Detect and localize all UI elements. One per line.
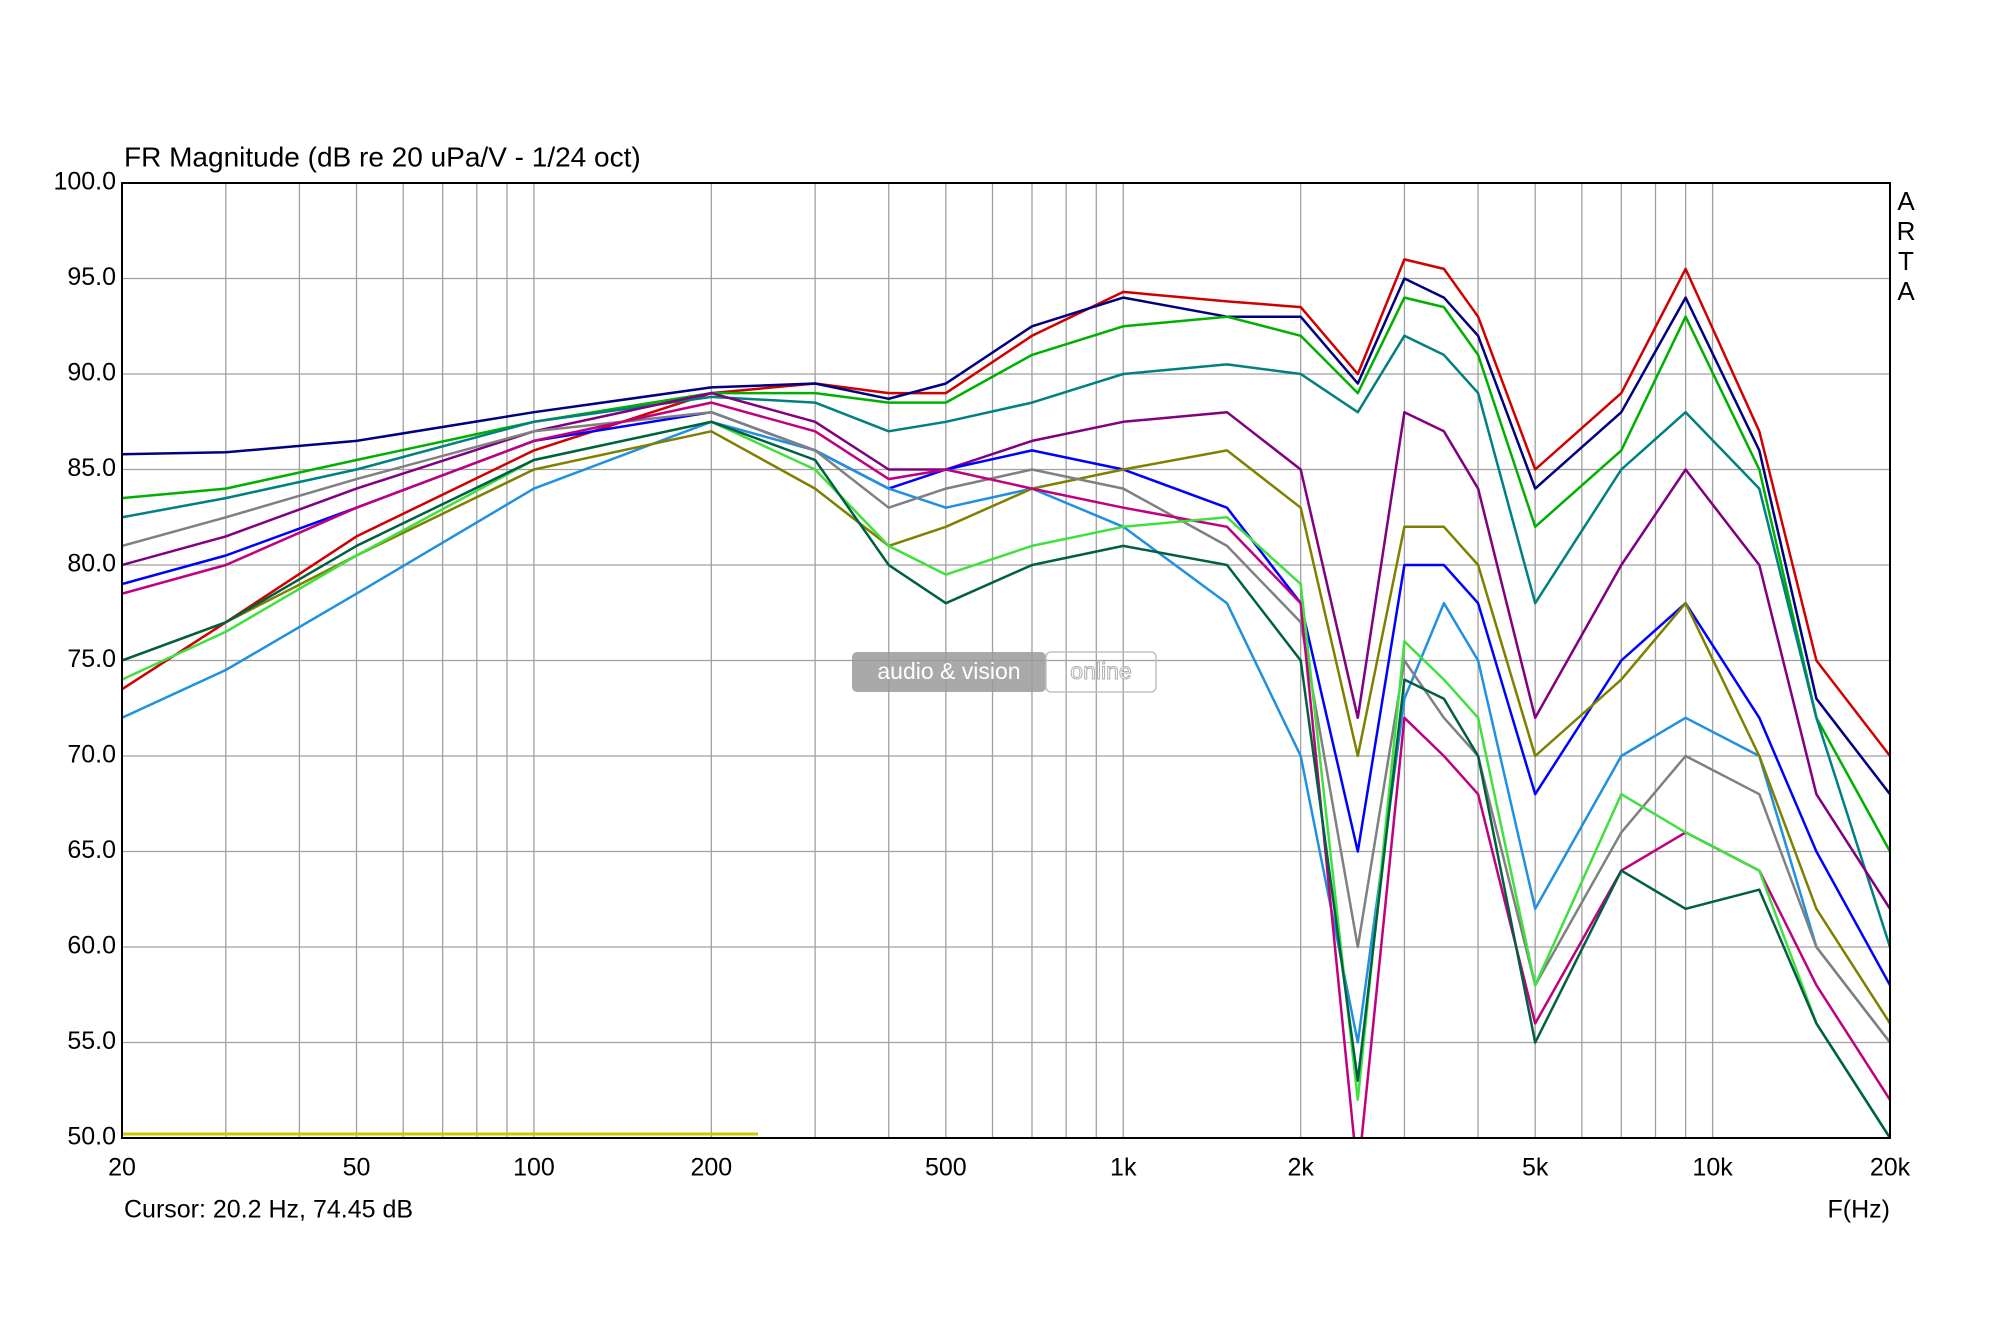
series-line [122, 420, 1890, 1044]
watermark-text: audio & vision [877, 658, 1020, 684]
x-tick-label: 1k [1110, 1154, 1137, 1182]
y-tick-label: 90.0 [67, 359, 116, 387]
y-tick-label: 65.0 [67, 836, 116, 864]
y-tick-label: 85.0 [67, 454, 116, 482]
series-line [122, 430, 1890, 1025]
y-tick-label: 70.0 [67, 741, 116, 769]
series-group [122, 258, 1890, 1138]
y-tick-label: 100.0 [53, 168, 116, 196]
series-line [122, 296, 1890, 853]
y-tick-label: 95.0 [67, 263, 116, 291]
x-tick-label: 2k [1287, 1154, 1314, 1182]
x-tick-label: 10k [1692, 1154, 1733, 1182]
series-line [122, 410, 1890, 986]
x-tick-label: 100 [513, 1154, 555, 1182]
x-tick-label: 20k [1870, 1154, 1911, 1182]
y-tick-label: 60.0 [67, 932, 116, 960]
plot-frame [121, 182, 1891, 1139]
x-tick-label: 50 [343, 1154, 371, 1182]
side-label: ARTA [1891, 186, 1921, 306]
chart-title: FR Magnitude (dB re 20 uPa/V - 1/24 oct) [124, 141, 641, 172]
series-line [122, 334, 1890, 948]
y-tick-label: 55.0 [67, 1027, 116, 1055]
x-tick-label: 5k [1522, 1154, 1549, 1182]
x-axis-label: F(Hz) [1828, 1196, 1890, 1224]
cursor-readout: Cursor: 20.2 Hz, 74.45 dB [124, 1196, 413, 1224]
watermark-outline [1045, 651, 1157, 693]
watermark-suffix: online [1070, 658, 1131, 684]
series-line [122, 277, 1890, 795]
y-tick-label: 80.0 [67, 550, 116, 578]
x-tick-label: 200 [690, 1154, 732, 1182]
series-line [122, 391, 1890, 910]
watermark: audio & vision online [852, 651, 1157, 693]
x-tick-label: 500 [925, 1154, 967, 1182]
series-line [122, 420, 1890, 1138]
watermark-box [852, 652, 1046, 692]
series-line [122, 401, 1890, 1138]
y-tick-label: 75.0 [67, 645, 116, 673]
y-tick-label: 50.0 [67, 1123, 116, 1151]
x-tick-label: 20 [108, 1154, 136, 1182]
